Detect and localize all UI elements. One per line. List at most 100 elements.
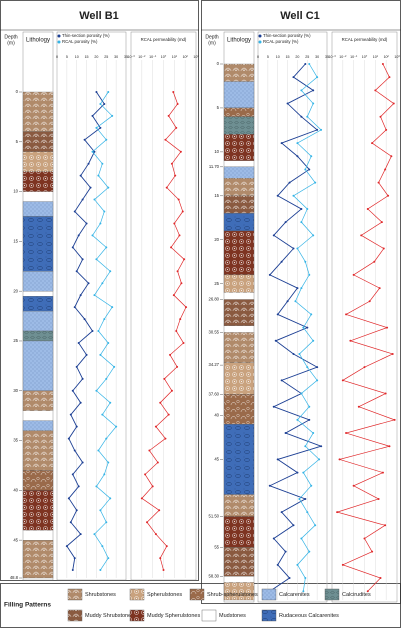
data-point <box>352 484 355 487</box>
data-point <box>306 207 309 210</box>
data-point <box>83 138 86 141</box>
data-point <box>292 524 295 527</box>
data-point <box>81 258 84 261</box>
data-point <box>167 413 170 416</box>
data-point <box>286 102 289 105</box>
data-point <box>99 569 102 572</box>
data-point <box>380 221 383 224</box>
data-point <box>292 76 295 79</box>
data-point <box>286 300 289 303</box>
data-point <box>109 497 112 500</box>
x-tick-label: 5 <box>267 55 269 59</box>
data-point <box>101 413 104 416</box>
data-point <box>83 318 86 321</box>
data-point <box>284 550 287 553</box>
data-point <box>91 330 94 333</box>
depth-label: (m) <box>7 40 15 46</box>
data-point <box>73 210 76 213</box>
lithology-label: Lithology <box>227 38 251 44</box>
data-point <box>393 418 396 421</box>
series-line <box>141 91 187 571</box>
data-point <box>310 484 313 487</box>
data-point <box>107 186 110 189</box>
data-point <box>366 590 369 593</box>
data-point <box>276 458 279 461</box>
legend-marker <box>57 34 61 38</box>
lithology-interval <box>223 332 255 363</box>
lithology-interval <box>223 134 255 161</box>
data-point <box>316 76 319 79</box>
data-point <box>111 114 114 117</box>
legend-swatch <box>201 609 217 622</box>
data-point <box>304 445 307 448</box>
data-point <box>109 270 112 273</box>
track-frame <box>56 31 127 581</box>
legend-label: Thin-section porosity (%) <box>62 33 110 38</box>
x-tick-label: 5 <box>66 55 68 59</box>
y-tick-label: 11.70 <box>209 164 220 169</box>
data-point <box>179 318 182 321</box>
legend-marker <box>57 40 61 44</box>
data-point <box>170 246 173 249</box>
data-point <box>308 405 311 408</box>
data-point <box>156 461 159 464</box>
data-point <box>274 339 277 342</box>
lithology-interval <box>223 195 255 214</box>
data-point <box>148 449 151 452</box>
data-point <box>93 198 96 201</box>
depth-label: (m) <box>208 40 216 46</box>
legend-label: RCAL porosity (%) <box>62 39 98 44</box>
data-point <box>115 425 118 428</box>
x-tick-label: 35 <box>124 55 128 59</box>
lithology-interval <box>22 390 54 411</box>
data-point <box>95 485 98 488</box>
lithology-interval <box>223 494 255 517</box>
data-point <box>79 294 82 297</box>
legend-swatch-texture <box>68 589 82 600</box>
data-point <box>105 437 108 440</box>
data-point <box>280 511 283 514</box>
data-point <box>99 353 102 356</box>
data-point <box>91 114 94 117</box>
legend-swatch-texture <box>325 589 339 600</box>
y-tick-label: 30 <box>13 388 18 393</box>
y-tick-label: 40 <box>13 487 18 492</box>
y-tick-label: 5 <box>217 105 220 110</box>
data-point <box>67 497 70 500</box>
x-tick-label: 30 <box>114 55 118 59</box>
data-point <box>314 181 317 184</box>
data-point <box>381 471 384 474</box>
data-point <box>103 318 106 321</box>
data-point <box>284 221 287 224</box>
data-point <box>314 524 317 527</box>
data-point <box>73 557 76 560</box>
data-point <box>292 352 295 355</box>
data-point <box>390 155 393 158</box>
lithology-interval <box>223 166 255 179</box>
data-point <box>159 401 162 404</box>
y-tick-label: 26.80 <box>209 297 220 302</box>
x2-tick-label: 10⁻² <box>339 55 347 59</box>
y-tick-label: 0 <box>16 89 19 94</box>
data-point <box>151 485 154 488</box>
legend-item: Calcirudites <box>342 592 371 598</box>
track-frame <box>257 31 328 603</box>
data-point <box>292 194 295 197</box>
data-point <box>159 557 162 560</box>
data-point <box>316 379 319 382</box>
data-point <box>85 353 88 356</box>
data-point <box>95 389 98 392</box>
well-title: Well C1 <box>280 10 320 22</box>
legend-item: Shrub-spherulstones <box>207 592 258 598</box>
data-point <box>276 313 279 316</box>
data-point <box>170 389 173 392</box>
data-point <box>379 115 382 118</box>
x2-tick-label: 10⁻³ <box>127 55 135 59</box>
data-point <box>306 115 309 118</box>
data-point <box>113 365 116 368</box>
data-point <box>284 432 287 435</box>
data-point <box>175 126 178 129</box>
data-point <box>296 563 299 566</box>
legend-swatch-texture <box>262 589 276 600</box>
lithology-interval <box>223 274 255 293</box>
